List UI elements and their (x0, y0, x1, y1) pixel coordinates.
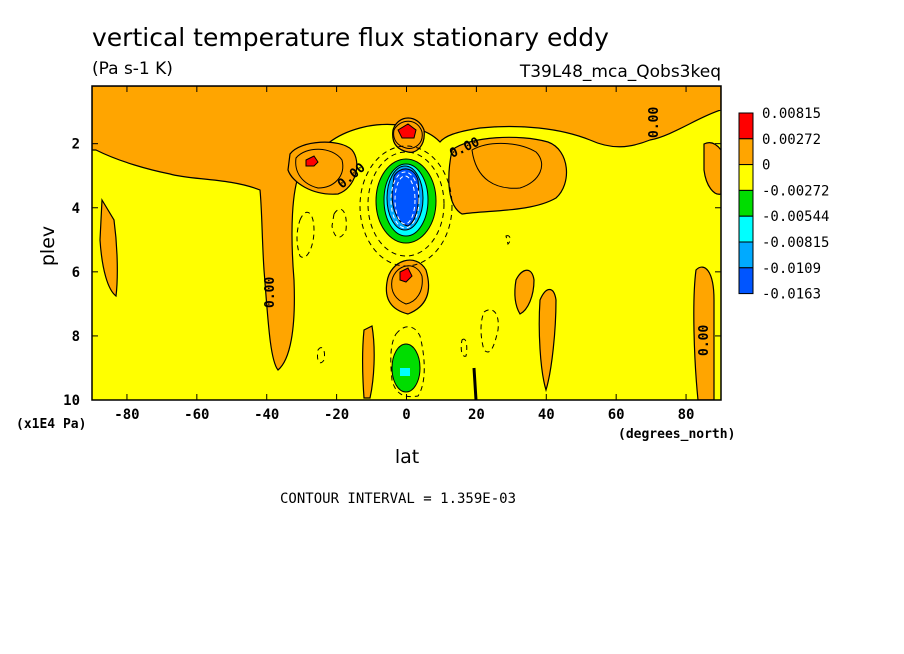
lower-cyan (400, 368, 410, 376)
x-tick-label: 0 (402, 407, 410, 423)
x-tick-label: -80 (114, 407, 139, 423)
legend-level-label: -0.0109 (762, 261, 821, 277)
legend-level-label: -0.0163 (762, 287, 821, 303)
y-tick-label: 4 (72, 201, 80, 217)
max-sh-mid (305, 155, 319, 167)
region-sh-mid (287, 141, 358, 195)
x-unit-label: (degrees_north) (618, 427, 735, 442)
x-axis: -80 -60 -40 -20 0 20 40 60 80 (114, 86, 694, 423)
x-tick-label: 80 (678, 407, 695, 423)
core-dashed-contours (390, 171, 420, 229)
x-tick-label: -20 (324, 407, 349, 423)
contour-label: 0.00 (697, 325, 712, 356)
legend-swatch (738, 241, 754, 269)
legend-level-label: -0.00815 (762, 235, 829, 251)
y-tick-label: 2 (72, 137, 80, 153)
solid-contours (295, 120, 542, 400)
negative-core (375, 158, 437, 244)
region-eq-lower (361, 325, 375, 399)
legend-swatch (738, 215, 754, 243)
contour-interval-label: CONTOUR INTERVAL = 1.359E-03 (280, 491, 516, 507)
contour-field (92, 86, 721, 400)
y-tick-label: 10 (63, 393, 80, 409)
legend-level-label: -0.00272 (762, 183, 829, 199)
units-label: (Pa s-1 K) (92, 59, 173, 79)
region-nh-pole-a (703, 142, 721, 195)
x-axis-title: lat (395, 446, 419, 468)
chart-title: vertical temperature flux stationary edd… (92, 23, 609, 52)
legend-swatch (738, 164, 754, 191)
x-tick-label: 60 (608, 407, 625, 423)
x-tick-label: -40 (254, 407, 279, 423)
legend-swatch (738, 267, 754, 295)
region-nh-lower-b (538, 288, 557, 393)
y-tick-label: 8 (72, 329, 80, 345)
max-upper (397, 123, 417, 139)
region-nh-lower-a (514, 269, 535, 315)
legend-level-label: -0.00544 (762, 209, 829, 225)
region-mid-eq (385, 259, 430, 315)
x-tick-label: 40 (538, 407, 555, 423)
colorbar-legend: 0.00815 0.00272 0 -0.00272 -0.00544 -0.00815 -… (738, 106, 829, 303)
legend-level-label: 0 (762, 158, 770, 174)
legend-swatch (738, 189, 754, 217)
y-unit-label: (x1E4 Pa) (16, 417, 86, 432)
y-axis-title: plev (37, 226, 59, 266)
region-sh-strip (99, 197, 118, 298)
lower-negative (391, 343, 421, 393)
legend-swatch (738, 112, 754, 140)
x-tick-label: 20 (468, 407, 485, 423)
red-maxima (305, 123, 417, 283)
max-mid-eq (399, 267, 413, 283)
run-label: T39L48_mca_Qobs3keq (519, 62, 721, 82)
orange-regions (92, 86, 721, 400)
x-tick-label: -60 (184, 407, 209, 423)
contour-label: 0.00 (263, 277, 278, 308)
region-nh-mid (448, 136, 568, 215)
y-axis: 2 4 6 8 10 (63, 137, 721, 409)
y-tick-label: 6 (72, 265, 80, 281)
legend-level-label: 0.00815 (762, 106, 821, 122)
legend-level-label: 0.00272 (762, 132, 821, 148)
legend-swatch (738, 138, 754, 166)
contour-label: 0.00 (647, 107, 662, 138)
